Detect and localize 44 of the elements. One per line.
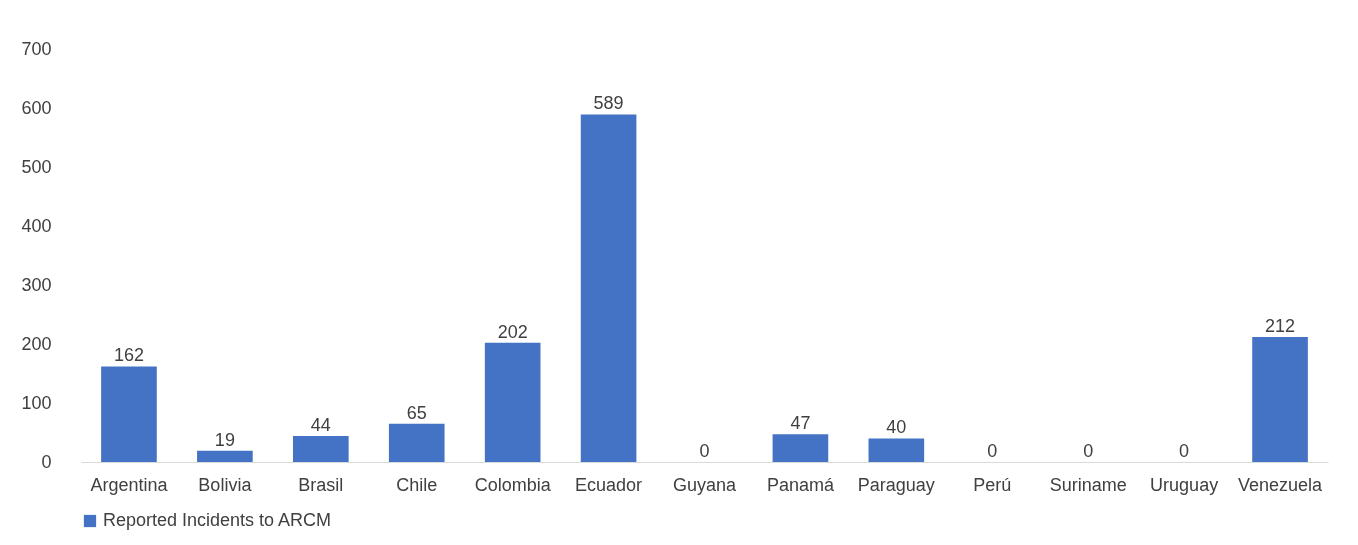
data-label: 212: [1265, 315, 1296, 336]
bar: [292, 436, 349, 462]
bar: [484, 342, 541, 462]
data-label: 589: [593, 93, 624, 114]
y-tick-label: 300: [21, 274, 52, 295]
x-tick-label: Ecuador: [575, 474, 643, 495]
bar: [580, 114, 637, 462]
y-tick-label: 200: [21, 333, 52, 354]
y-tick-label: 0: [41, 451, 52, 472]
y-tick-label: 500: [21, 156, 52, 177]
data-label: 202: [497, 321, 528, 342]
data-label: 0: [1083, 441, 1094, 461]
bar: [1252, 336, 1308, 462]
y-tick-label: 700: [21, 38, 52, 59]
x-tick-label: Suriname: [1049, 474, 1127, 495]
x-tick-label: Bolivia: [198, 474, 253, 495]
data-label: 40: [886, 417, 907, 438]
bar: [197, 450, 253, 462]
x-tick-label: Chile: [396, 474, 438, 495]
data-label: 44: [310, 415, 331, 436]
x-tick-label: Panamá: [766, 474, 835, 495]
bar: [868, 438, 925, 462]
x-tick-label: Uruguay: [1150, 474, 1219, 495]
data-label: 162: [113, 345, 144, 366]
x-tick-label: Paraguay: [857, 474, 935, 495]
y-tick-label: 600: [21, 97, 52, 118]
data-label: 19: [214, 429, 235, 450]
x-tick-label: Brasil: [298, 474, 344, 495]
bar: [101, 366, 157, 462]
bar: [772, 434, 829, 462]
x-tick-label: Argentina: [90, 474, 169, 495]
bar: [388, 423, 445, 462]
x-tick-label: Venezuela: [1238, 474, 1324, 495]
y-tick-label: 100: [21, 392, 52, 413]
data-label: 0: [699, 441, 710, 461]
x-tick-label: Perú: [973, 474, 1012, 495]
x-tick-label: Colombia: [474, 474, 552, 495]
legend-label: Reported Incidents to ARCM: [103, 510, 332, 530]
x-tick-label: Guyana: [672, 474, 738, 495]
data-label: 0: [987, 441, 998, 461]
data-label: 0: [1179, 441, 1190, 461]
data-label: 65: [406, 402, 427, 423]
y-tick-label: 400: [21, 215, 52, 236]
data-label: 47: [790, 413, 811, 434]
